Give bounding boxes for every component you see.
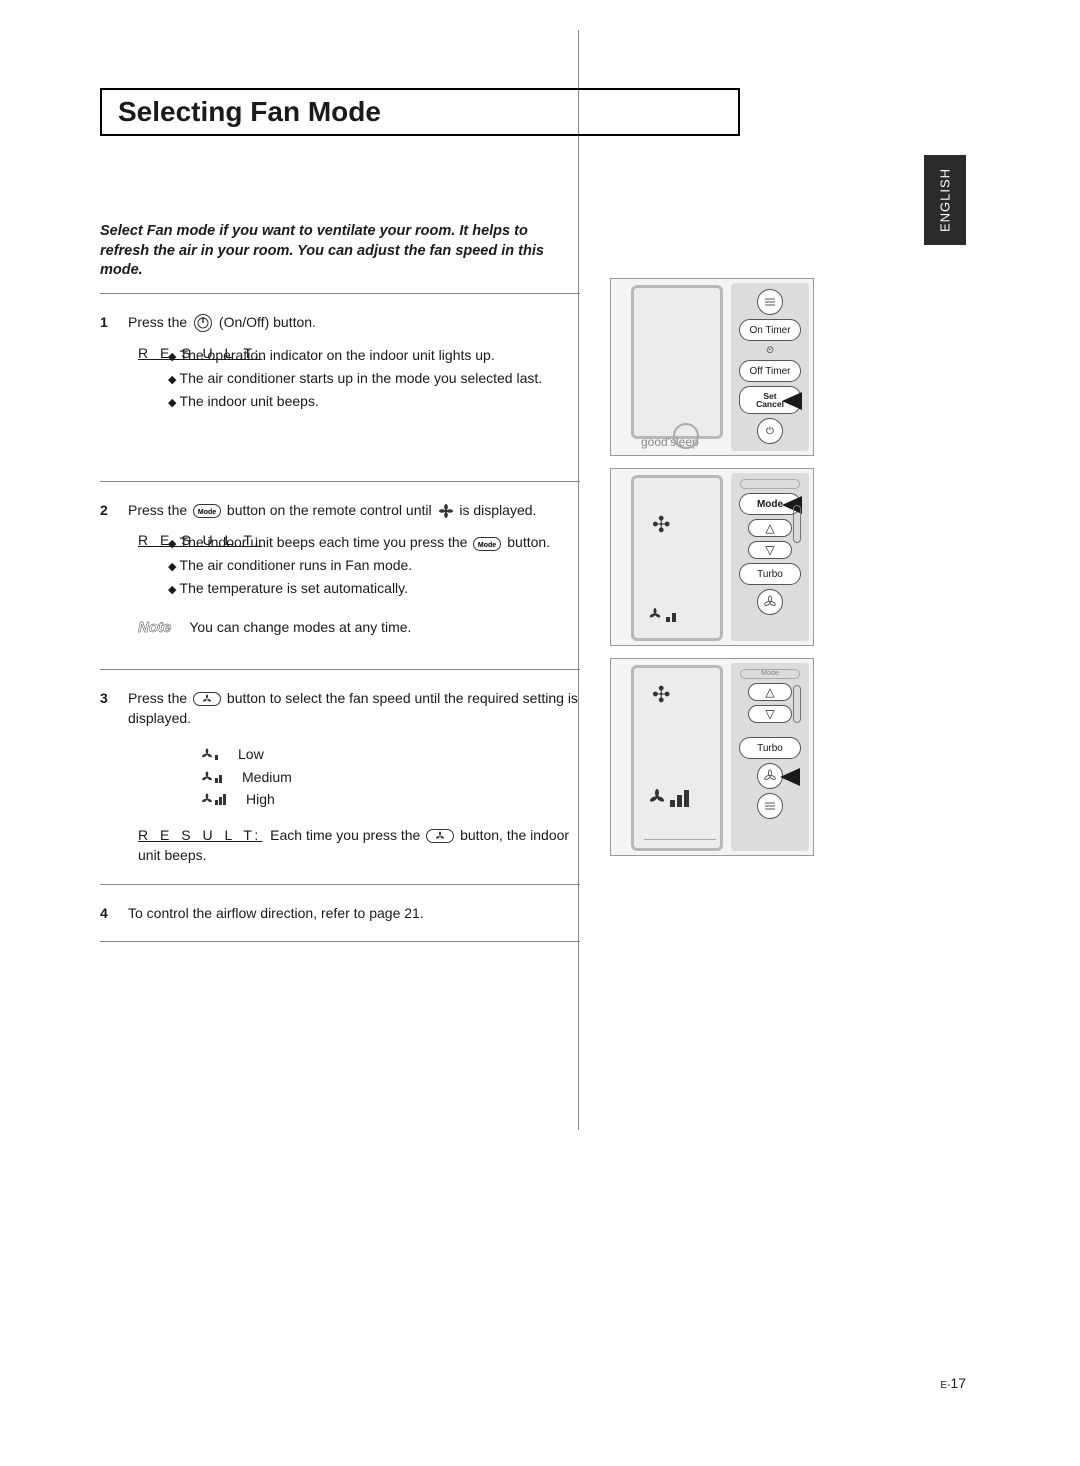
remote-panel-3: ✣ Mode △ ▽ Turbo (610, 658, 814, 856)
speed-high: High (128, 789, 580, 809)
speed-low: Low (128, 744, 580, 764)
mode-button-icon: Mode (473, 537, 501, 551)
power-ring (673, 423, 699, 449)
step-number: 3 (100, 688, 128, 866)
content-column: Select Fan mode if you want to ventilate… (100, 222, 580, 960)
intro-text: Select Fan mode if you want to ventilate… (100, 222, 580, 294)
step-4: 4 To control the airflow direction, refe… (100, 903, 580, 942)
mode-button-icon: Mode (193, 504, 221, 518)
fan-bars-icon (648, 605, 688, 628)
title-bar: Selecting Fan Mode (100, 88, 740, 136)
step1-text-b: (On/Off) button. (219, 314, 316, 330)
step2-text-b: button on the remote control until (227, 502, 432, 518)
step-1: 1 Press the (On/Off) button. R E S U L T… (100, 312, 580, 482)
fan-bars-high-icon (648, 786, 700, 813)
step1-bullet-1: The operation indicator on the indoor un… (128, 345, 580, 366)
thermometer-icon (793, 685, 801, 723)
swing-button (757, 793, 783, 819)
step-3: 3 Press the button to select the fan spe… (100, 688, 580, 885)
step1-bullet-2: The air conditioner starts up in the mod… (128, 368, 580, 389)
step-number: 4 (100, 903, 128, 923)
fan-mode-icon (438, 503, 454, 519)
off-timer-button: Off Timer (739, 360, 801, 382)
page-title: Selecting Fan Mode (118, 96, 722, 128)
set-cancel-button: SetCancel (739, 386, 801, 414)
step2-bullet-3: The temperature is set automatically. (128, 578, 580, 599)
swing-button (757, 289, 783, 315)
fan-speed-button-icon (193, 692, 221, 706)
step2-bullet-1: The indoor unit beeps each time you pres… (128, 532, 580, 553)
fan-mode-icon: ✣ (652, 682, 670, 708)
mode-button: Mode (739, 493, 801, 515)
thermometer-icon (793, 505, 801, 543)
temp-down-button: ▽ (748, 541, 792, 559)
fan-low-icon (200, 747, 222, 761)
temp-up-button: △ (748, 683, 792, 701)
remote-illustrations: On Timer ⏲ Off Timer SetCancel ⏻ good'sl… (610, 278, 820, 868)
step4-text: To control the airflow direction, refer … (128, 905, 424, 921)
note-label: Note (138, 617, 171, 639)
fan-speed-button (757, 763, 783, 789)
page-number: E-17 (940, 1375, 966, 1391)
remote-panel-1: On Timer ⏲ Off Timer SetCancel ⏻ good'sl… (610, 278, 814, 456)
turbo-button: Turbo (739, 563, 801, 585)
step2-text-a: Press the (128, 502, 187, 518)
result-label: R E S U L T: (138, 827, 262, 843)
on-timer-button: On Timer (739, 319, 801, 341)
speed-medium: Medium (128, 767, 580, 787)
step2-note: You can change modes at any time. (189, 617, 411, 639)
power-icon (193, 313, 213, 333)
step2-bullet-2: The air conditioner runs in Fan mode. (128, 555, 580, 576)
fan-medium-icon (200, 770, 226, 784)
temp-up-button: △ (748, 519, 792, 537)
svg-text:Mode: Mode (198, 509, 216, 516)
svg-text:Mode: Mode (478, 542, 496, 549)
step1-text-a: Press the (128, 314, 187, 330)
arrow-cursor-icon (782, 392, 802, 410)
mode-button-disabled: Mode (740, 669, 800, 679)
step-number: 2 (100, 500, 128, 651)
step3-result-a: Each time you press the (270, 827, 420, 843)
language-tab: ENGLISH (924, 155, 966, 245)
fan-speed-button-icon (426, 829, 454, 843)
step2-text-c: is displayed. (459, 502, 536, 518)
fan-speed-button (757, 589, 783, 615)
fan-high-icon (200, 792, 230, 806)
temp-down-button: ▽ (748, 705, 792, 723)
step-2: 2 Press the Mode button on the remote co… (100, 500, 580, 670)
remote-panel-2: ✣ Mode △ ▽ Turbo (610, 468, 814, 646)
arrow-cursor-icon (780, 768, 800, 786)
step1-bullet-3: The indoor unit beeps. (128, 391, 580, 412)
turbo-button: Turbo (739, 737, 801, 759)
fan-mode-icon: ✣ (652, 512, 670, 538)
power-button: ⏻ (757, 418, 783, 444)
step3-text-a: Press the (128, 690, 187, 706)
step-number: 1 (100, 312, 128, 463)
